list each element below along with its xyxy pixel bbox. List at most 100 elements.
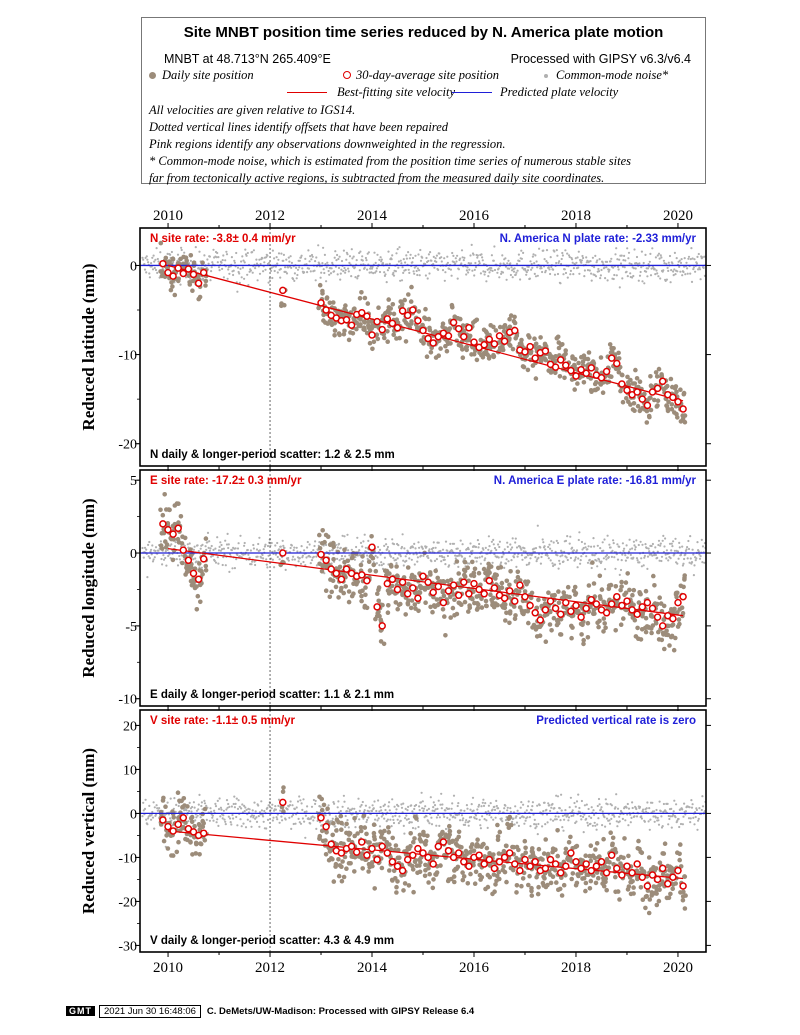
common-mode-point	[533, 818, 536, 822]
common-mode-point	[530, 809, 533, 812]
daily-point	[652, 583, 657, 588]
common-mode-point	[440, 792, 443, 795]
daily-point	[362, 320, 368, 325]
common-mode-point	[556, 541, 560, 545]
common-mode-point	[474, 261, 477, 265]
daily-point	[188, 816, 194, 821]
daily-point	[409, 284, 414, 290]
common-mode-point	[596, 804, 599, 808]
common-mode-point	[517, 253, 521, 256]
average-point	[279, 549, 287, 557]
common-mode-point	[676, 562, 679, 565]
common-mode-point	[314, 799, 317, 803]
daily-point	[521, 364, 527, 370]
daily-point	[460, 355, 466, 361]
common-mode-point	[273, 550, 276, 553]
common-mode-point	[328, 549, 331, 552]
average-point	[169, 272, 177, 280]
common-mode-point	[617, 268, 620, 271]
daily-point	[352, 306, 357, 312]
common-mode-point	[504, 804, 507, 807]
daily-point	[328, 856, 334, 861]
common-mode-point	[580, 261, 583, 264]
daily-point	[532, 336, 537, 342]
daily-point	[526, 333, 531, 338]
common-mode-point	[579, 814, 582, 818]
common-mode-point	[310, 805, 314, 808]
common-mode-point	[428, 822, 431, 825]
common-mode-point	[446, 261, 449, 264]
common-mode-point	[444, 563, 447, 566]
common-mode-point	[670, 807, 673, 811]
common-mode-point	[385, 281, 388, 284]
common-mode-point	[506, 262, 509, 265]
common-mode-point	[288, 816, 291, 819]
common-mode-point	[635, 557, 639, 560]
common-mode-point	[672, 813, 675, 817]
daily-point	[183, 820, 188, 825]
daily-point	[479, 596, 484, 602]
common-mode-point	[481, 555, 484, 558]
common-mode-point	[481, 801, 484, 804]
daily-point	[448, 594, 453, 600]
daily-point	[338, 813, 344, 819]
plate-rate-label: N. America E plate rate: -16.81 mm/yr	[494, 475, 697, 487]
common-mode-point	[306, 546, 309, 549]
common-mode-point	[493, 805, 496, 808]
common-mode-point	[453, 562, 456, 565]
daily-point	[334, 566, 339, 571]
common-mode-point	[566, 276, 569, 279]
common-mode-point	[577, 250, 580, 253]
common-mode-point	[643, 820, 647, 823]
daily-point	[662, 646, 667, 652]
common-mode-point	[266, 818, 270, 822]
common-mode-point	[400, 545, 404, 549]
common-mode-point	[347, 807, 350, 810]
common-mode-point	[280, 252, 283, 255]
common-mode-point	[460, 262, 463, 265]
daily-point	[456, 571, 462, 576]
average-point	[470, 579, 478, 588]
common-mode-point	[411, 810, 414, 813]
daily-point	[391, 332, 397, 338]
common-mode-point	[301, 817, 304, 820]
common-mode-point	[689, 817, 692, 820]
daily-point	[659, 637, 665, 643]
common-mode-point	[651, 801, 654, 804]
common-mode-point	[216, 261, 219, 264]
daily-point	[621, 616, 626, 621]
common-mode-point	[575, 800, 579, 803]
common-mode-point	[391, 254, 394, 257]
common-mode-point	[334, 250, 337, 253]
common-mode-point	[649, 252, 652, 255]
common-mode-point	[535, 260, 538, 263]
common-mode-point	[302, 560, 305, 564]
daily-point	[631, 401, 637, 406]
daily-point	[669, 607, 674, 612]
common-mode-point	[353, 807, 356, 810]
common-mode-point	[459, 819, 462, 822]
common-mode-point	[618, 573, 621, 577]
common-mode-point	[310, 258, 313, 261]
common-mode-point	[692, 816, 695, 820]
common-mode-point	[471, 269, 474, 272]
common-mode-point	[413, 272, 416, 275]
daily-point	[581, 641, 586, 647]
common-mode-point	[279, 267, 282, 271]
common-mode-point	[498, 545, 501, 549]
common-mode-point	[464, 821, 467, 824]
common-mode-point	[378, 825, 382, 828]
common-mode-point	[378, 564, 381, 567]
common-mode-point	[460, 809, 463, 812]
daily-point	[403, 320, 409, 326]
common-mode-point	[699, 555, 702, 558]
common-mode-point	[271, 550, 274, 553]
daily-point	[346, 837, 352, 843]
common-mode-point	[688, 806, 691, 809]
common-mode-point	[629, 821, 632, 824]
common-mode-point	[347, 826, 350, 829]
common-mode-point	[233, 795, 236, 798]
common-mode-point	[545, 249, 549, 252]
daily-point	[607, 342, 613, 347]
common-mode-point	[422, 554, 425, 558]
